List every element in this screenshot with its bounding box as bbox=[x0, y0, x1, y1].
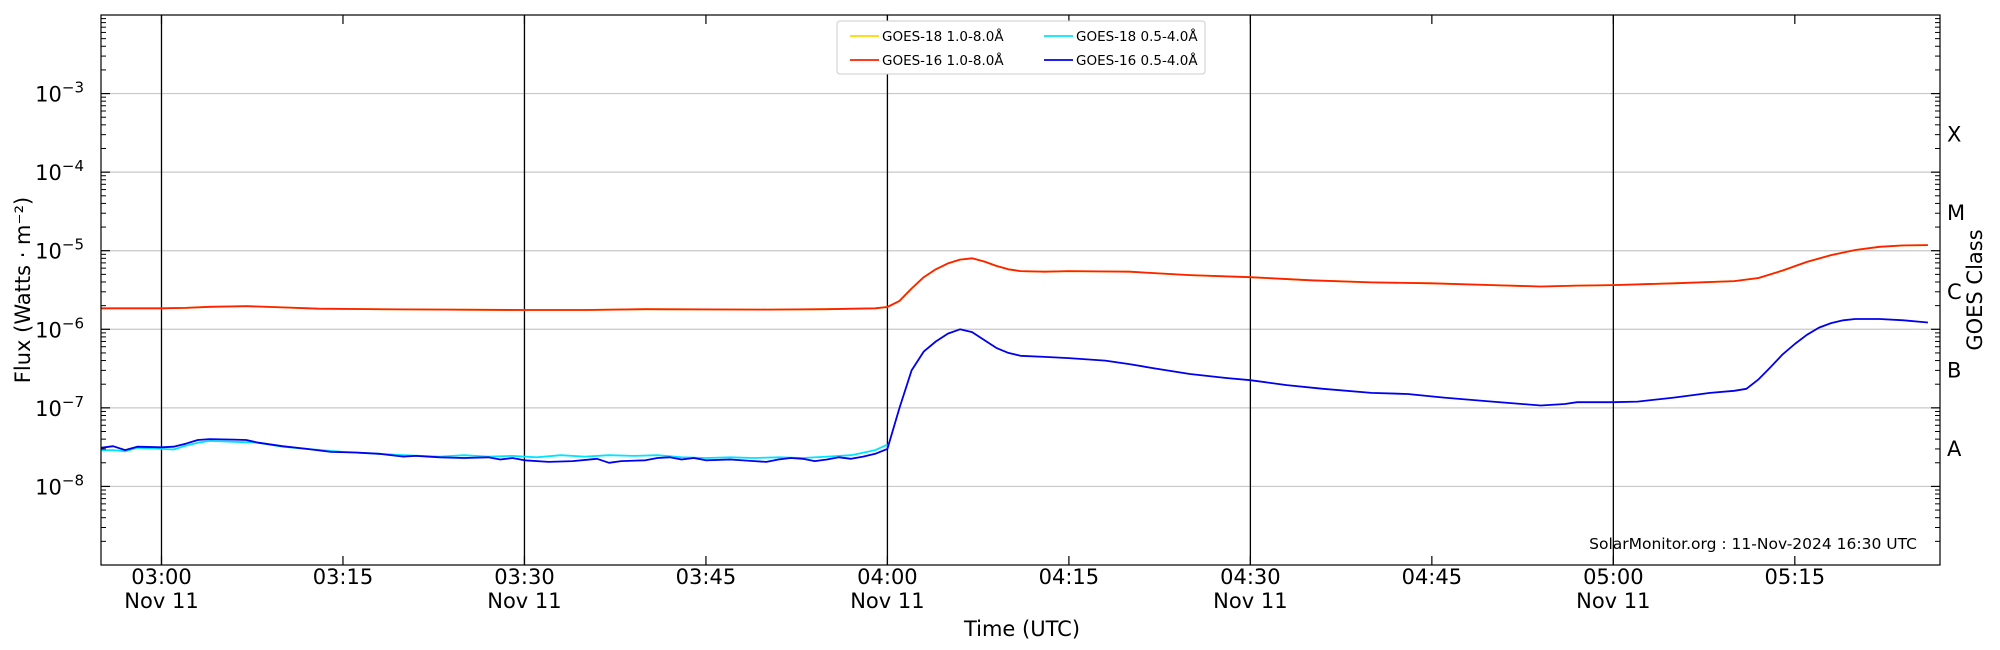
series-line-2 bbox=[101, 244, 1928, 311]
day-marker-lines bbox=[160, 15, 1614, 565]
legend-label: GOES-16 0.5-4.0Å bbox=[1076, 52, 1198, 69]
y-tick-label: 10−3 bbox=[35, 79, 84, 107]
goes-class-label: M bbox=[1947, 201, 1965, 225]
y-axis-label: Flux (Watts · m⁻²) bbox=[11, 197, 35, 383]
y-tick-base: 10 bbox=[35, 240, 62, 264]
legend-label: GOES-16 1.0-8.0Å bbox=[882, 52, 1004, 69]
goes-class-label: A bbox=[1947, 437, 1962, 461]
y-tick-exponent: −3 bbox=[62, 79, 84, 97]
series-line-3 bbox=[100, 318, 1928, 464]
credit-text: SolarMonitor.org : 11-Nov-2024 16:30 UTC bbox=[1589, 535, 1917, 553]
x-tick-date-label: Nov 11 bbox=[1213, 589, 1287, 613]
plot-area-frame bbox=[100, 14, 1941, 566]
y-tick-base: 10 bbox=[35, 475, 62, 499]
y-tick-exponent: −5 bbox=[62, 236, 84, 254]
x-tick-label: 03:00 bbox=[131, 565, 192, 589]
goes-class-labels: A B C M X bbox=[1947, 123, 1965, 461]
y-tick-exponent: −7 bbox=[62, 393, 84, 411]
y-tick-label: 10−8 bbox=[35, 471, 84, 499]
x-tick-label: 04:15 bbox=[1039, 565, 1100, 589]
legend: GOES-18 1.0-8.0Å GOES-18 0.5-4.0Å GOES-16 … bbox=[836, 20, 1206, 75]
legend-label: GOES-18 0.5-4.0Å bbox=[1076, 28, 1198, 45]
y-tick-label: 10−7 bbox=[35, 393, 84, 421]
x-tick-label: 05:15 bbox=[1765, 565, 1826, 589]
y-tick-exponent: −8 bbox=[62, 471, 84, 489]
x-tick-label: 04:45 bbox=[1402, 565, 1463, 589]
y-tick-exponent: −6 bbox=[62, 314, 84, 332]
x-tick-date-label: Nov 11 bbox=[487, 589, 561, 613]
x-tick-date-label: Nov 11 bbox=[124, 589, 198, 613]
goes-class-label: C bbox=[1947, 280, 1962, 304]
y-tick-base: 10 bbox=[35, 318, 62, 342]
x-tick-label: 04:30 bbox=[1220, 565, 1281, 589]
grid-lines bbox=[101, 92, 1940, 488]
y-tick-base: 10 bbox=[35, 83, 62, 107]
y-tick-base: 10 bbox=[35, 397, 62, 421]
y-tick-label: 10−6 bbox=[35, 314, 84, 342]
y-axis-right-label: GOES Class bbox=[1963, 229, 1987, 350]
y-tick-exponent: −4 bbox=[62, 157, 84, 175]
x-tick-date-label: Nov 11 bbox=[850, 589, 924, 613]
x-tick-date-label: Nov 11 bbox=[1576, 589, 1650, 613]
x-axis-label: Time (UTC) bbox=[963, 617, 1080, 641]
goes-class-label: B bbox=[1947, 358, 1961, 382]
x-tick-label: 03:30 bbox=[494, 565, 555, 589]
series-line-1 bbox=[101, 439, 888, 459]
y-tick-base: 10 bbox=[35, 161, 62, 185]
legend-box bbox=[836, 20, 1206, 75]
legend-label: GOES-18 1.0-8.0Å bbox=[882, 28, 1004, 45]
goes-class-label: X bbox=[1947, 123, 1961, 147]
y-tick-label: 10−4 bbox=[35, 157, 84, 185]
x-tick-label: 03:45 bbox=[676, 565, 737, 589]
series-lines bbox=[100, 244, 1928, 464]
x-tick-label: 04:00 bbox=[857, 565, 918, 589]
y-axis-ticks: 10−810−710−610−510−410−3 bbox=[35, 18, 1940, 542]
x-tick-label: 03:15 bbox=[313, 565, 374, 589]
x-tick-label: 05:00 bbox=[1583, 565, 1644, 589]
y-tick-label: 10−5 bbox=[35, 236, 84, 264]
